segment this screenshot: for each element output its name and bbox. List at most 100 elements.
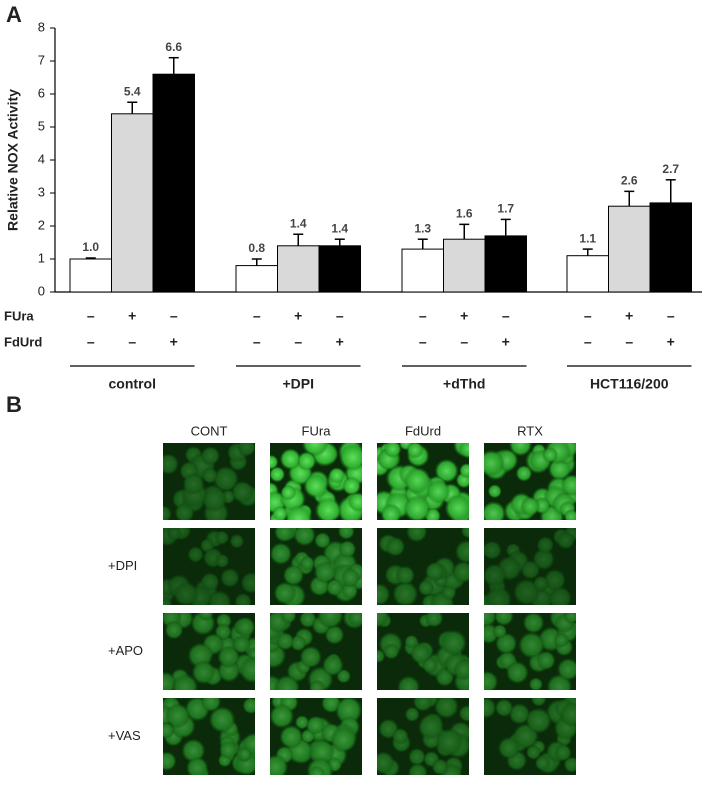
cell — [294, 715, 310, 730]
sign: + — [460, 308, 468, 324]
value-label: 1.4 — [290, 216, 307, 230]
cell — [313, 560, 337, 584]
cell — [492, 623, 508, 639]
row-label: +APO — [108, 643, 143, 658]
cell — [282, 564, 305, 587]
bar — [566, 255, 609, 293]
cell — [328, 467, 346, 484]
cell — [508, 702, 531, 725]
cell — [403, 495, 431, 520]
sign: + — [170, 334, 178, 350]
micrograph — [163, 613, 255, 690]
sign: + — [667, 334, 675, 350]
cell — [556, 657, 576, 681]
value-label: 2.7 — [662, 162, 679, 176]
cell — [305, 715, 326, 736]
cell — [182, 472, 205, 496]
cell — [230, 480, 254, 504]
sign: – — [419, 334, 427, 350]
sign: – — [584, 334, 592, 350]
cell — [505, 660, 530, 685]
sign: – — [253, 308, 261, 324]
cell — [240, 571, 255, 595]
cell — [339, 443, 362, 472]
cell — [219, 567, 240, 588]
cell — [484, 698, 497, 719]
cell — [563, 509, 576, 520]
cell — [424, 561, 446, 582]
cell — [522, 613, 545, 634]
sign: – — [584, 308, 592, 324]
cell — [542, 447, 559, 463]
cell — [484, 449, 505, 477]
panel-label: B — [6, 392, 22, 417]
cell — [440, 629, 468, 657]
cells — [270, 443, 362, 520]
cells — [163, 698, 255, 775]
cell — [497, 736, 521, 760]
cell — [279, 448, 302, 471]
cell — [217, 645, 241, 669]
y-tick-label: 4 — [38, 151, 45, 166]
micrograph — [484, 613, 576, 690]
cells — [270, 528, 362, 605]
sign: + — [625, 308, 633, 324]
cell — [330, 726, 357, 753]
cell — [242, 698, 255, 715]
cells — [377, 698, 469, 775]
cells — [163, 443, 255, 520]
cell — [417, 713, 445, 741]
cell — [494, 698, 514, 718]
cell — [380, 503, 402, 520]
cell — [187, 546, 204, 563]
cell — [338, 539, 357, 559]
value-label: 1.3 — [414, 221, 431, 235]
cells — [377, 613, 469, 690]
cell — [532, 547, 556, 571]
cell — [441, 585, 457, 601]
cell — [484, 670, 499, 690]
cell — [426, 479, 451, 504]
cell — [517, 631, 546, 659]
cell — [404, 706, 420, 723]
cell — [377, 751, 395, 775]
cell — [530, 698, 547, 707]
cell — [273, 581, 297, 605]
cell — [487, 484, 502, 499]
row-label: FUra — [4, 308, 34, 323]
sign: – — [419, 308, 427, 324]
cell — [270, 454, 279, 470]
bar — [235, 265, 278, 293]
cell — [559, 701, 576, 727]
cell — [214, 553, 230, 569]
cell — [191, 660, 216, 685]
y-tick-label: 8 — [38, 19, 45, 34]
y-axis-title: Relative NOX Activity — [5, 89, 21, 231]
cell — [237, 443, 255, 457]
cell — [270, 703, 295, 729]
cell — [484, 585, 513, 605]
micrograph — [270, 698, 362, 775]
cell — [296, 451, 317, 471]
cell — [299, 645, 323, 669]
column-header: RTX — [517, 423, 543, 438]
bar — [401, 248, 444, 293]
bar — [152, 73, 195, 293]
micrograph — [484, 698, 576, 775]
cell — [424, 613, 444, 628]
cell — [553, 632, 570, 649]
cell — [163, 751, 177, 772]
sign: + — [502, 334, 510, 350]
cell — [347, 613, 362, 627]
micrograph — [163, 443, 255, 520]
micrograph — [377, 443, 469, 520]
value-label: 6.6 — [165, 40, 182, 54]
cell — [325, 578, 344, 597]
cell — [234, 616, 255, 638]
cell — [314, 496, 342, 520]
cell — [392, 580, 419, 605]
micrograph — [377, 698, 469, 775]
cell — [166, 528, 182, 541]
cells — [484, 528, 576, 605]
cell — [417, 579, 435, 597]
